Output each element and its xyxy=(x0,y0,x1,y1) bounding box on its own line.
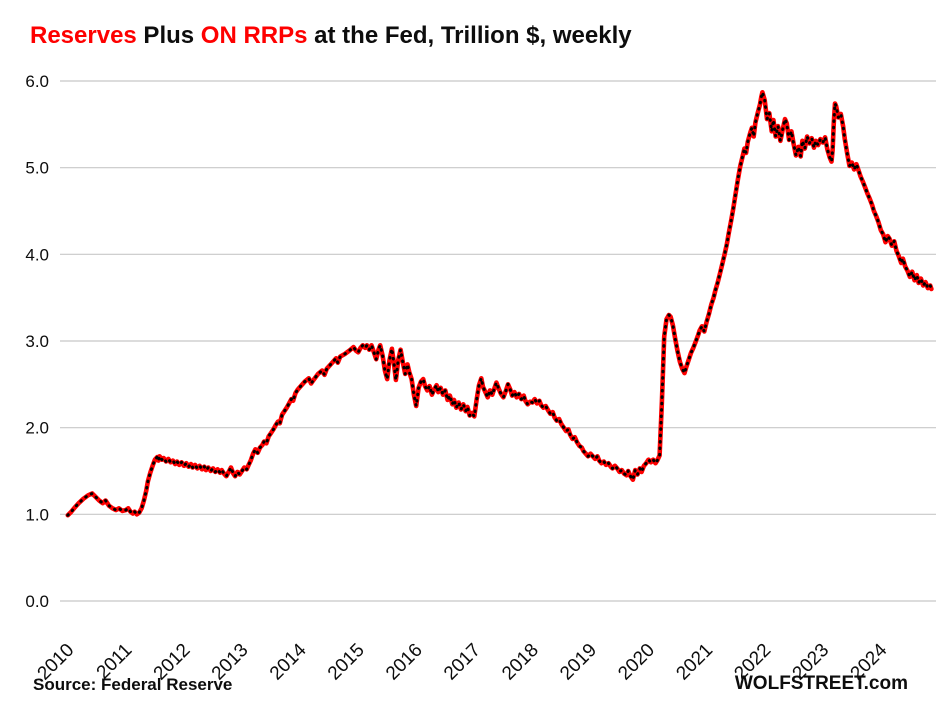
chart-title: Reserves Plus ON RRPs at the Fed, Trilli… xyxy=(30,22,632,50)
x-axis-tick-label: 2018 xyxy=(498,640,543,685)
x-axis-tick-label: 2017 xyxy=(440,640,485,685)
watermark: WOLFSTREET.com xyxy=(734,673,908,694)
title-plus: Plus xyxy=(136,22,201,49)
y-axis-tick-label: 5.0 xyxy=(25,159,49,178)
y-axis-tick-label: 4.0 xyxy=(25,245,49,264)
y-axis-tick-label: 6.0 xyxy=(25,72,49,91)
x-axis-tick-label: 2021 xyxy=(672,640,717,685)
x-axis-tick-label: 2014 xyxy=(266,639,311,684)
source-note: Source: Federal Reserve xyxy=(33,675,233,694)
x-axis-tick-label: 2020 xyxy=(614,640,659,685)
y-axis-tick-label: 3.0 xyxy=(25,332,49,351)
series-line-black-dotted-overlay xyxy=(66,90,933,517)
title-rest: at the Fed, Trillion $, weekly xyxy=(307,22,632,49)
y-axis-tick-label: 1.0 xyxy=(25,505,49,524)
title-on-rrps: ON RRPs xyxy=(200,22,308,49)
x-axis-tick-label: 2016 xyxy=(382,640,427,685)
y-axis-tick-label: 2.0 xyxy=(25,419,49,438)
title-reserves: Reserves xyxy=(30,22,137,49)
x-axis-tick-label: 2019 xyxy=(556,640,601,685)
y-axis-tick-label: 0.0 xyxy=(25,592,49,611)
x-axis-tick-label: 2015 xyxy=(324,640,369,685)
